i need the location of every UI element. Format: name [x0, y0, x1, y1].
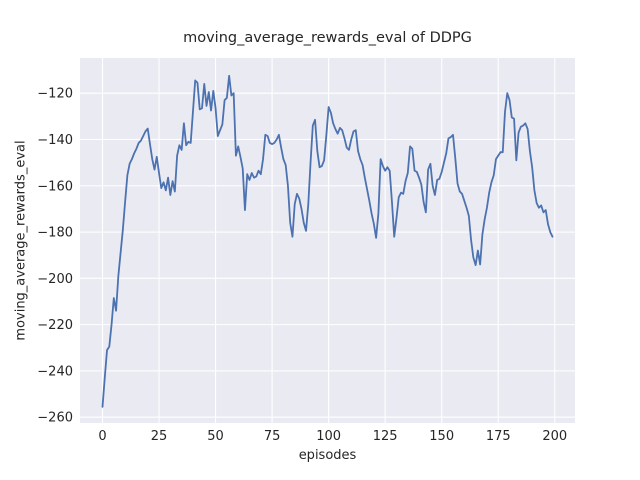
y-tick-label: −220	[37, 318, 73, 333]
x-tick-label: 175	[486, 429, 511, 444]
chart-title: moving_average_rewards_eval of DDPG	[183, 30, 472, 46]
y-tick-label: −260	[37, 411, 73, 426]
x-tick-label: 0	[98, 429, 106, 444]
x-tick-label: 125	[373, 429, 398, 444]
x-tick-label: 50	[207, 429, 224, 444]
x-tick-label: 25	[151, 429, 168, 444]
y-tick-label: −140	[37, 133, 73, 148]
y-axis-label: moving_average_rewards_eval	[13, 140, 29, 341]
x-tick-label: 100	[316, 429, 341, 444]
y-tick-label: −200	[37, 272, 73, 287]
y-tick-label: −180	[37, 226, 73, 241]
x-tick-label: 200	[542, 429, 567, 444]
x-tick-label: 75	[264, 429, 281, 444]
data-line	[101, 74, 554, 408]
x-tick-label: 150	[429, 429, 454, 444]
y-tick-label: −240	[37, 364, 73, 379]
y-tick-label: −160	[37, 179, 73, 194]
y-tick-label: −120	[37, 87, 73, 102]
x-axis-label: episodes	[298, 448, 357, 463]
